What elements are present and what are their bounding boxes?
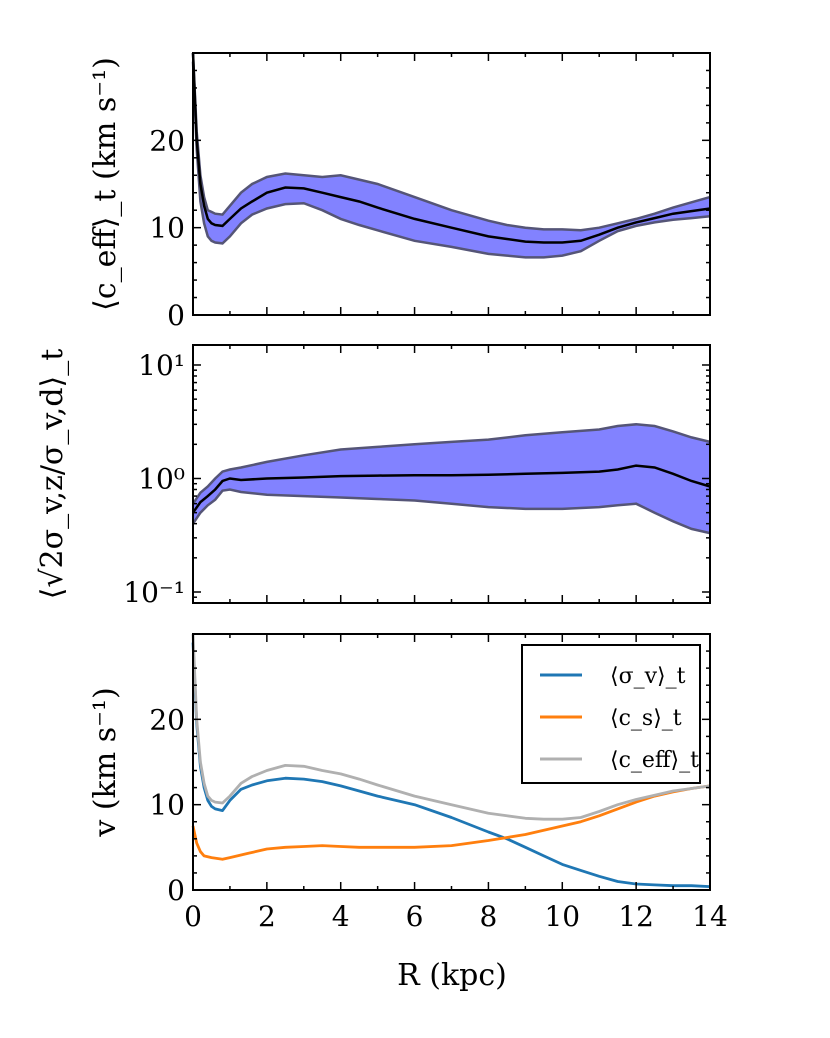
x-tick-label: 4 — [332, 900, 350, 933]
legend-label-2: ⟨c_eff⟩_t — [610, 748, 699, 773]
y-tick-label: 10⁻¹ — [123, 576, 185, 609]
legend-label-0: ⟨σ_v⟩_t — [610, 664, 686, 689]
panel-top-effective-sound-speed: 0 10 20 ⟨c_eff⟩_t (km s⁻¹) — [88, 52, 711, 332]
x-tick-label: 0 — [184, 900, 202, 933]
x-tick-label: 8 — [480, 900, 498, 933]
panel-bottom-frame — [192, 633, 711, 891]
panel-top-data — [191, 52, 711, 259]
panel-top-frame — [192, 52, 711, 316]
mean-line — [191, 52, 711, 244]
band-lower-edge — [191, 61, 711, 259]
scatter-band-area — [193, 53, 710, 258]
panel-middle-data — [191, 423, 711, 535]
y-tick-label: 10 — [149, 789, 185, 822]
panel-bottom-ylabel: v (km s⁻¹) — [88, 687, 123, 837]
panel-bottom-xlabel: R (kpc) — [397, 958, 507, 993]
band-upper-edge — [191, 423, 711, 505]
panel-middle-frame — [192, 344, 711, 604]
x-tick-label: 14 — [692, 900, 728, 933]
x-tick-label: 6 — [406, 900, 424, 933]
panel-middle-ylabel: ⟨√2σ_v,z/σ_v,d⟩_t — [35, 349, 70, 600]
series-line-2 — [191, 633, 711, 821]
mean-line — [191, 464, 711, 514]
legend-items: ⟨σ_v⟩_t ⟨c_s⟩_t ⟨c_eff⟩_t — [540, 664, 699, 773]
y-tick-label: 0 — [167, 874, 185, 907]
x-tick-label: 12 — [618, 900, 654, 933]
y-tick-label: 10 — [149, 212, 185, 245]
panel-bottom-ticks: 0 10 20 0 2 4 6 8 10 12 14 — [149, 633, 728, 933]
scatter-band-area — [193, 424, 710, 534]
panel-top-ylabel: ⟨c_eff⟩_t (km s⁻¹) — [88, 57, 123, 311]
legend: ⟨σ_v⟩_t ⟨c_s⟩_t ⟨c_eff⟩_t — [521, 644, 701, 784]
y-tick-label: 20 — [149, 703, 185, 736]
y-tick-label: 10⁰ — [138, 462, 185, 495]
x-tick-label: 2 — [258, 900, 276, 933]
y-tick-label: 0 — [167, 299, 185, 332]
y-tick-label: 10¹ — [138, 349, 185, 382]
y-tick-label: 20 — [149, 124, 185, 157]
series-line-0 — [191, 642, 711, 888]
panel-middle-velocity-ratio: 10⁻¹ 10⁰ 10¹ ⟨√2σ_v,z/σ_v,d⟩_t — [35, 344, 711, 609]
series-line-1 — [191, 784, 711, 861]
panel-bottom-velocity-components: 0 10 20 0 2 4 6 8 10 12 14 v (km s⁻¹) R (kpc) ⟨σ_v… — [88, 633, 728, 993]
band-lower-edge — [191, 488, 711, 535]
panel-bottom-data — [191, 633, 711, 888]
panel-middle-ticks: 10⁻¹ 10⁰ 10¹ — [123, 345, 711, 609]
legend-label-1: ⟨c_s⟩_t — [610, 706, 682, 731]
band-upper-edge — [191, 52, 711, 232]
x-tick-label: 10 — [544, 900, 580, 933]
